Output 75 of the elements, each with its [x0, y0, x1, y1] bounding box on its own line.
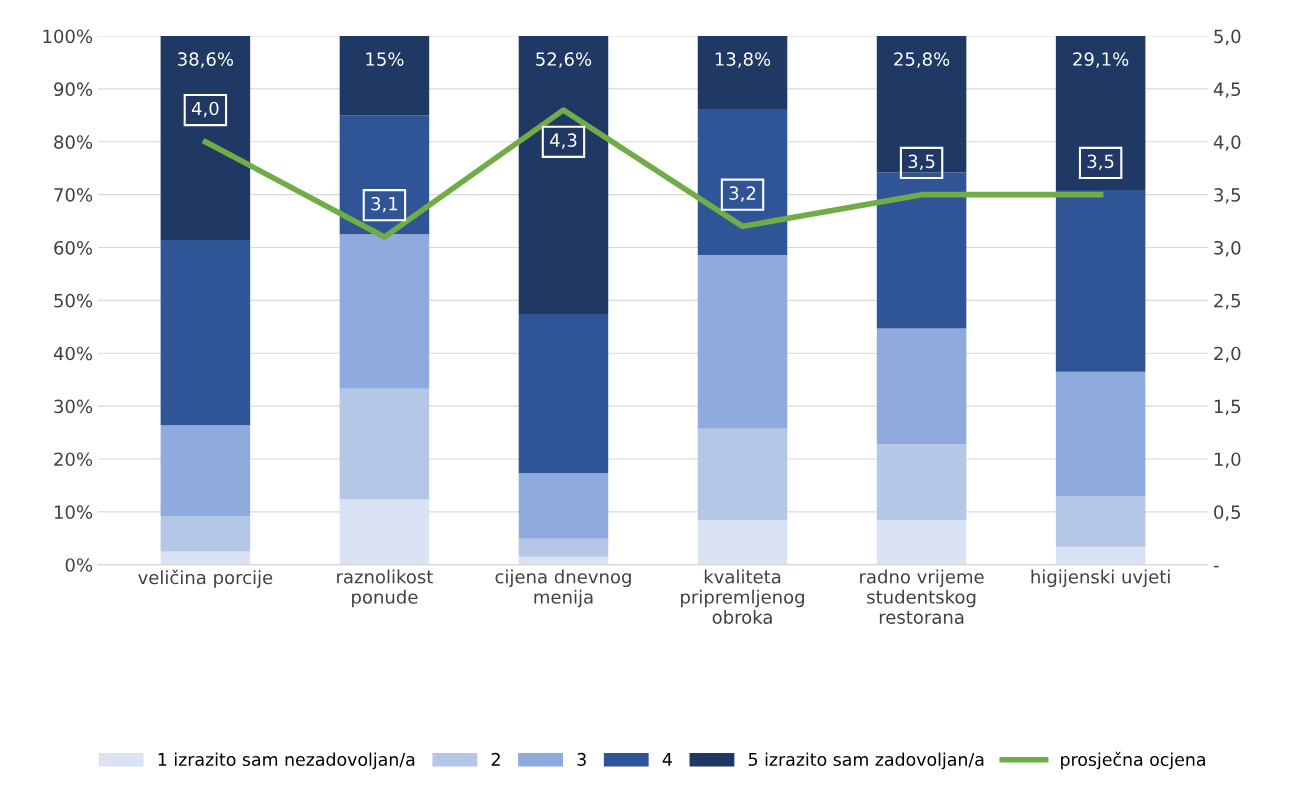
bar	[697, 428, 788, 521]
y-tick-label: 30%	[54, 399, 93, 414]
y2-tick-label: 0,5	[1214, 505, 1241, 521]
y2-tick-label: 2,0	[1214, 346, 1241, 363]
legend-label: 4	[662, 753, 672, 766]
y-tick-label: 40%	[53, 346, 93, 361]
data-label: 25,8%	[894, 52, 950, 68]
data-label: 3,5	[908, 154, 935, 170]
y2-tick-label: 3,0	[1214, 240, 1241, 257]
bar	[1055, 546, 1146, 565]
bar	[339, 115, 430, 235]
y2-tick-label: 2,5	[1214, 293, 1241, 310]
data-label: 38,6%	[178, 52, 234, 68]
data-label: 3,2	[729, 186, 756, 202]
y2-tick-label: 5,0	[1214, 29, 1241, 45]
bar	[1055, 189, 1146, 372]
data-label: 3,5	[1087, 154, 1114, 170]
y2-tick-label: 3,5	[1214, 188, 1241, 204]
x-tick-label: kvaliteta pripremljenog obroka	[681, 569, 804, 624]
data-label: 3,1	[371, 196, 398, 213]
bar	[697, 36, 788, 109]
bar	[1055, 496, 1146, 547]
y-tick-label: 90%	[54, 82, 93, 97]
legend-label: 2	[491, 752, 500, 766]
legend-label: 3	[577, 752, 586, 766]
x-tick-label: higijenski uvjeti	[1031, 569, 1170, 588]
bar	[876, 444, 967, 521]
y2-tick-label: 4,5	[1213, 82, 1241, 98]
bar	[339, 234, 430, 389]
legend-label: 1 izrazito sam nezadovoljan/a	[158, 752, 415, 770]
bar	[160, 36, 251, 241]
bar	[697, 254, 788, 429]
bar	[518, 538, 609, 557]
x-tick-label: radno vrijeme studentskog restorana	[860, 569, 984, 624]
legend-label: prosječna ocjena	[1061, 751, 1205, 770]
y-tick-label: 0%	[65, 558, 93, 572]
bar	[160, 240, 251, 426]
data-label: 52,6%	[536, 52, 592, 68]
y2-tick-label: 4,0	[1213, 135, 1241, 151]
bar	[697, 520, 788, 565]
x-tick-label: raznolikost ponude	[337, 569, 433, 608]
bar	[697, 109, 788, 255]
bar	[339, 36, 430, 116]
bar	[1055, 36, 1146, 190]
y-tick-label: 60%	[54, 240, 93, 255]
data-label: 4,0	[191, 101, 219, 118]
y2-tick-label: 1,5	[1214, 399, 1241, 416]
y-tick-label: 50%	[54, 293, 93, 308]
y2-tick-label: -	[1213, 565, 1219, 568]
x-tick-label: veličina porcije	[138, 569, 273, 588]
bar	[160, 551, 251, 565]
bar	[876, 36, 967, 173]
legend-label: 5 izrazito sam zadovoljan/a	[748, 752, 984, 770]
y2-tick-label: 1,0	[1214, 452, 1241, 468]
bar	[160, 516, 251, 552]
bar	[160, 425, 251, 517]
bar	[876, 520, 967, 565]
data-label: 15%	[366, 52, 404, 66]
bar	[339, 388, 430, 500]
bar	[876, 328, 967, 445]
bar	[518, 36, 609, 315]
data-label: 4,3	[550, 133, 577, 149]
bar	[339, 499, 430, 565]
y-tick-label: 100%	[43, 29, 93, 44]
bar	[1055, 371, 1146, 497]
data-label: 13,8%	[715, 52, 771, 68]
y-tick-label: 20%	[54, 452, 93, 467]
bar	[876, 172, 967, 329]
bar	[518, 314, 609, 474]
y-tick-label: 80%	[54, 135, 93, 149]
data-label: 29,1%	[1073, 52, 1129, 68]
x-tick-label: cijena dnevnog menija	[495, 569, 631, 608]
y-tick-label: 10%	[54, 505, 93, 519]
bar	[518, 473, 609, 539]
y-tick-label: 70%	[54, 188, 93, 202]
